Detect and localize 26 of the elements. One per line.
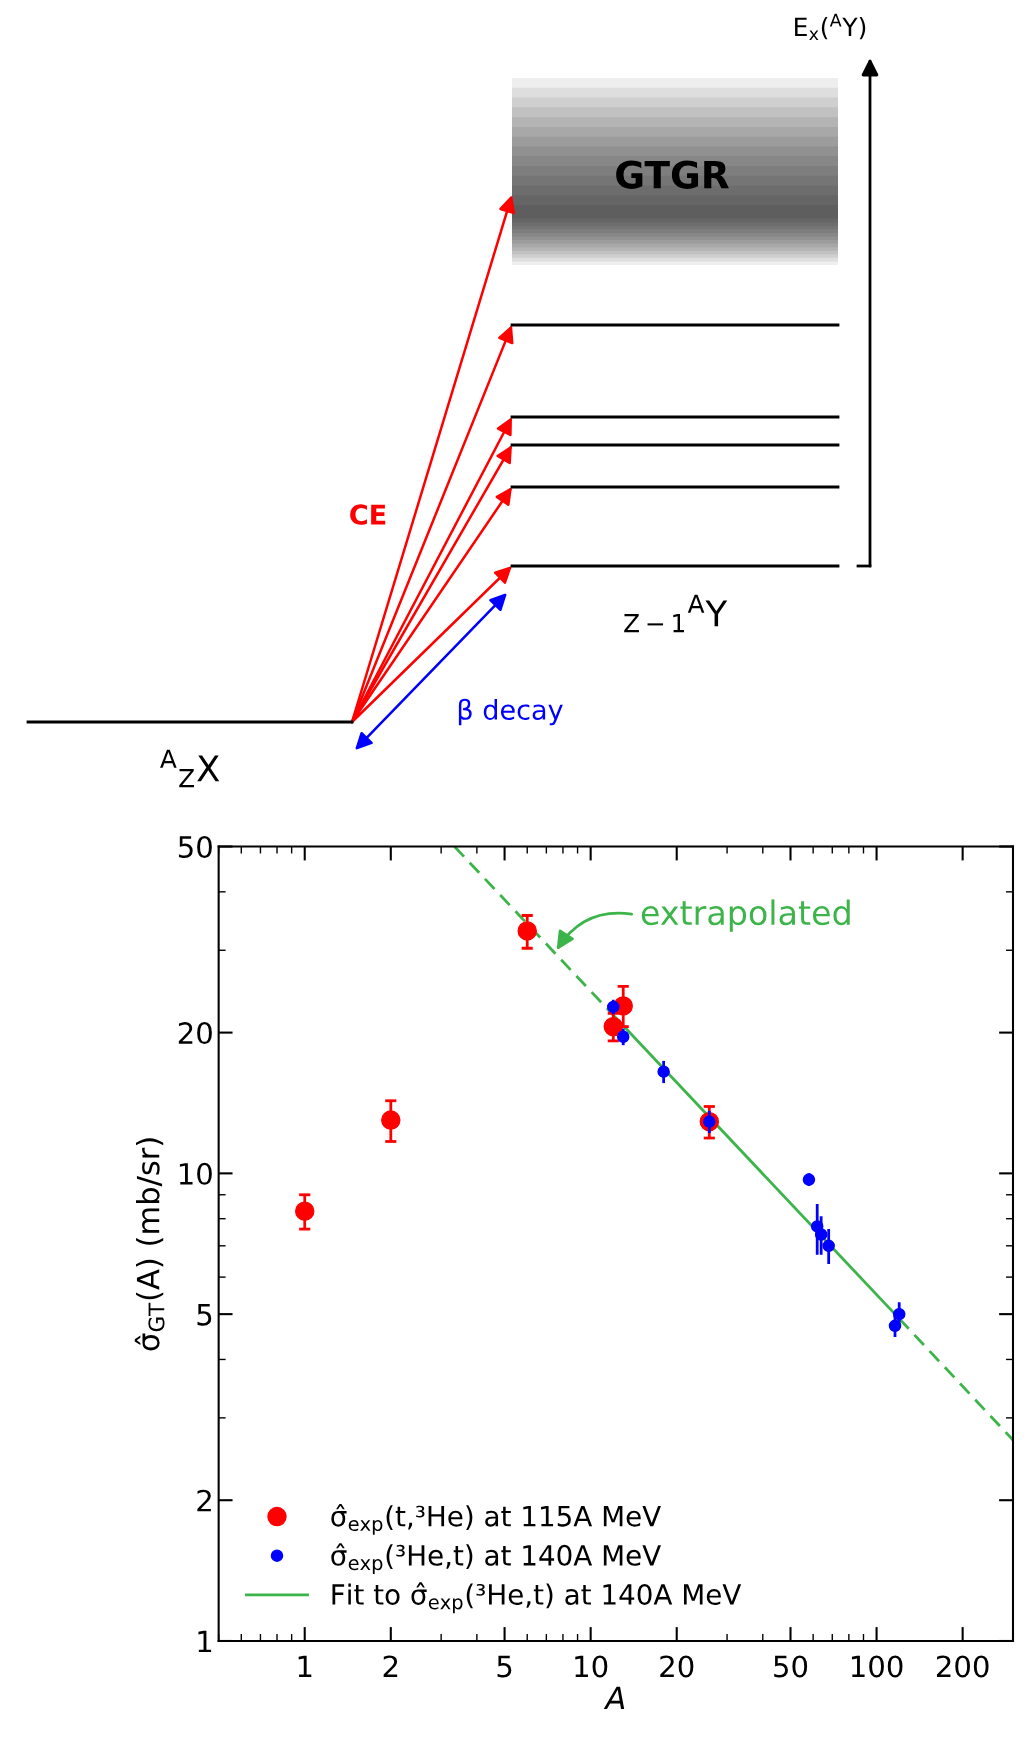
x-tick-label: 5 <box>497 1655 512 1678</box>
x-tick-label: 2 <box>383 1655 398 1678</box>
annotation: extrapolated <box>641 899 850 932</box>
text: β decay <box>458 698 563 726</box>
y-axis-title: σ̂$_{GT}$(A) (mb/sr) <box>134 1138 165 1351</box>
x-tick-label: 20 <box>660 1655 694 1678</box>
x-tick-label: 200 <box>936 1655 989 1678</box>
text: CE <box>350 504 386 525</box>
legend-label: σ̂$_{exp}$(³He,t) at 140A MeV <box>331 1543 661 1575</box>
text: GTGR <box>616 160 729 189</box>
y-tick-label: 20 <box>178 1022 212 1045</box>
y-tick-label: 2 <box>197 1489 211 1512</box>
x-tick-label: 1 <box>298 1655 312 1678</box>
text: E$_{x}$($^{A}$Y) <box>795 13 866 41</box>
x-tick-label: 100 <box>851 1655 903 1678</box>
x-tick-label: 50 <box>774 1655 808 1678</box>
y-tick-label: 1 <box>198 1630 212 1653</box>
legend-label: σ̂$_{exp}$(t,³He) at 115A MeV <box>331 1504 661 1535</box>
y-tick-label: 5 <box>197 1303 212 1326</box>
y-tick-label: 10 <box>179 1162 212 1185</box>
legend-label: Fit to σ̂$_{exp}$(³He,t) at 140A MeV <box>332 1582 742 1614</box>
x-axis-title: A <box>603 1686 625 1710</box>
text: $^{A}$$_{Z}$X <box>160 749 220 788</box>
x-tick-label: 10 <box>575 1655 608 1678</box>
text: $_{Z−1}$$^{A}$Y <box>624 594 728 633</box>
y-tick-label: 50 <box>178 835 212 859</box>
